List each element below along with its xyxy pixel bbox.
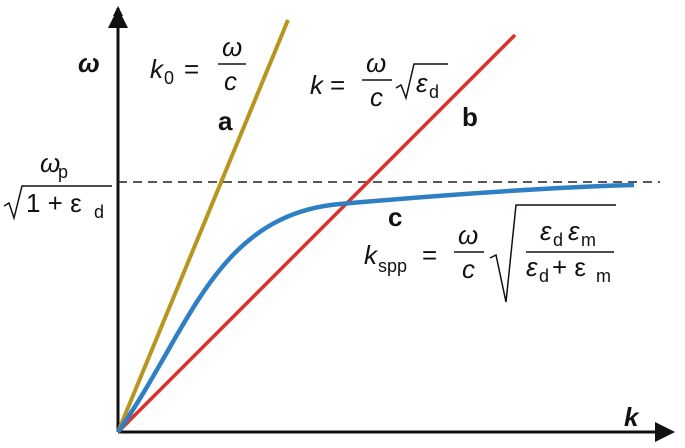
- x-axis-label: k: [624, 402, 640, 432]
- root-sign: [3, 185, 112, 221]
- inner-sub: m: [581, 230, 596, 250]
- limit-sub: p: [58, 162, 68, 182]
- formula-sub: 0: [164, 68, 174, 88]
- formula-num: ω: [366, 48, 386, 78]
- formula-lhs: k: [364, 240, 379, 270]
- root-sign: [489, 204, 616, 303]
- inner-num: ε: [568, 216, 580, 246]
- formula-sub: spp: [378, 256, 407, 276]
- curve-label: a: [218, 106, 233, 136]
- limit-num: ω: [40, 148, 60, 178]
- formula-lhs: k: [310, 70, 325, 100]
- formula-sub: d: [429, 82, 439, 102]
- root-sign: [395, 63, 448, 101]
- formula-lhs: k: [150, 54, 165, 84]
- limit-den: 1 + ε: [26, 188, 82, 218]
- formula-num: ω: [222, 32, 242, 62]
- light-line: [116, 19, 290, 433]
- inner-sub: d: [553, 230, 563, 250]
- formula-eq: =: [184, 54, 199, 84]
- curve-label: b: [462, 102, 478, 132]
- inner-den: ε: [526, 252, 538, 282]
- inner-num: ε: [540, 216, 552, 246]
- curve-label: c: [388, 202, 402, 232]
- formula-eq: =: [330, 70, 345, 100]
- x-arrow: [655, 422, 675, 442]
- formula-eq: =: [422, 240, 437, 270]
- medium-line: [116, 33, 517, 434]
- formula-den: c: [224, 66, 237, 96]
- inner-sub: m: [596, 266, 611, 286]
- formula-den: c: [462, 254, 475, 284]
- inner-den: + ε: [552, 252, 586, 282]
- limit-sub: d: [94, 202, 104, 222]
- spp-curve: [116, 182, 635, 434]
- formula-root: ε: [416, 68, 428, 98]
- formula-num: ω: [458, 220, 478, 250]
- y-arrow: [108, 8, 128, 28]
- inner-sub: d: [539, 266, 549, 286]
- formula-den: c: [370, 82, 383, 112]
- y-axis-label: ω: [78, 48, 100, 78]
